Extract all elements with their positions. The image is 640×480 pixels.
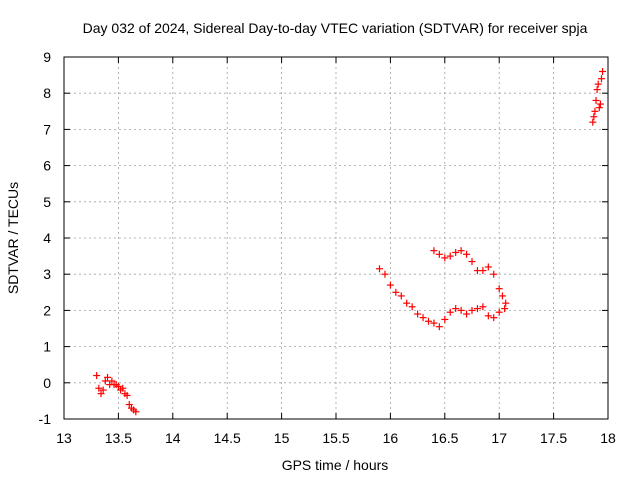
- data-point: [495, 308, 503, 316]
- y-tick-label: 8: [43, 85, 51, 101]
- segment-3-series: [430, 247, 510, 307]
- x-tick-label: 14: [165, 430, 181, 446]
- data-point: [101, 377, 109, 385]
- y-tick-label: 2: [43, 302, 51, 318]
- data-point: [468, 258, 476, 266]
- segment-2-series: [376, 265, 509, 331]
- grid-layer: [64, 57, 608, 419]
- data-point: [590, 113, 598, 121]
- y-tick-label: 3: [43, 266, 51, 282]
- data-point: [386, 281, 394, 289]
- data-point: [430, 247, 438, 255]
- data-point: [463, 310, 471, 318]
- segment-4-series: [589, 67, 607, 126]
- y-tick-label: 6: [43, 158, 51, 174]
- y-tick-label: 1: [43, 339, 51, 355]
- data-point: [441, 254, 449, 262]
- data-point: [468, 306, 476, 314]
- data-point: [490, 270, 498, 278]
- data-point: [95, 384, 103, 392]
- x-tick-label: 16.5: [431, 430, 458, 446]
- data-point: [123, 391, 131, 399]
- data-point: [473, 305, 481, 313]
- data-point: [446, 308, 454, 316]
- data-point: [93, 372, 101, 380]
- plot-frame: [63, 56, 609, 420]
- data-point: [596, 100, 604, 108]
- data-point: [424, 317, 432, 325]
- x-tick-label: 13.5: [105, 430, 132, 446]
- data-point: [594, 80, 602, 88]
- data-point: [441, 315, 449, 323]
- y-tick-label: 7: [43, 121, 51, 137]
- data-point: [435, 250, 443, 258]
- x-tick-label: 17.5: [540, 430, 567, 446]
- data-point: [457, 247, 465, 255]
- tick-layer: 13 13.5 14 14.5 15 15.5 16 16.5 17 17.5 18 -1 0 1 2 3 4 5…: [39, 49, 616, 446]
- y-tick-label: -1: [39, 411, 52, 427]
- data-point: [484, 312, 492, 320]
- x-tick-label: 18: [600, 430, 616, 446]
- data-point: [591, 107, 599, 115]
- data-point: [435, 323, 443, 331]
- data-point: [490, 314, 498, 322]
- data-point: [114, 382, 122, 390]
- data-point: [99, 386, 107, 394]
- data-point: [408, 303, 416, 311]
- y-tick-label: 4: [43, 230, 51, 246]
- data-point: [414, 310, 422, 318]
- points-layer: [93, 67, 607, 416]
- data-point: [376, 265, 384, 273]
- segment-1-series: [93, 372, 140, 416]
- data-point: [119, 384, 127, 392]
- data-point: [397, 292, 405, 300]
- data-point: [463, 250, 471, 258]
- data-point: [592, 96, 600, 104]
- x-tick-label: 16: [383, 430, 399, 446]
- data-point: [108, 377, 116, 385]
- y-tick-label: 9: [43, 49, 51, 65]
- x-tick-label: 13: [56, 430, 72, 446]
- y-tick-label: 5: [43, 194, 51, 210]
- x-tick-label: 17: [491, 430, 507, 446]
- data-point: [597, 75, 605, 83]
- data-point: [452, 248, 460, 256]
- y-tick-label: 0: [43, 375, 51, 391]
- data-point: [125, 401, 133, 409]
- data-point: [104, 373, 112, 381]
- x-axis-label: GPS time / hours: [282, 457, 389, 473]
- data-point: [392, 288, 400, 296]
- data-point: [599, 67, 607, 75]
- data-point: [495, 285, 503, 293]
- data-point: [589, 118, 597, 126]
- data-point: [132, 408, 140, 416]
- chart-title: Day 032 of 2024, Sidereal Day-to-day VTE…: [83, 20, 588, 36]
- data-point: [446, 252, 454, 260]
- data-point: [498, 292, 506, 300]
- x-tick-label: 15: [274, 430, 290, 446]
- data-point: [403, 299, 411, 307]
- data-point: [452, 305, 460, 313]
- x-tick-label: 15.5: [322, 430, 349, 446]
- data-point: [457, 306, 465, 314]
- data-point: [430, 319, 438, 327]
- data-point: [502, 299, 510, 307]
- data-point: [381, 270, 389, 278]
- data-point: [501, 305, 509, 313]
- data-point: [593, 86, 601, 94]
- data-point: [595, 104, 603, 112]
- x-tick-label: 14.5: [214, 430, 241, 446]
- data-point: [97, 390, 105, 398]
- data-point: [479, 303, 487, 311]
- y-axis-label: SDTVAR / TECUs: [5, 182, 21, 294]
- data-point: [479, 267, 487, 275]
- data-point: [419, 314, 427, 322]
- data-point: [484, 263, 492, 271]
